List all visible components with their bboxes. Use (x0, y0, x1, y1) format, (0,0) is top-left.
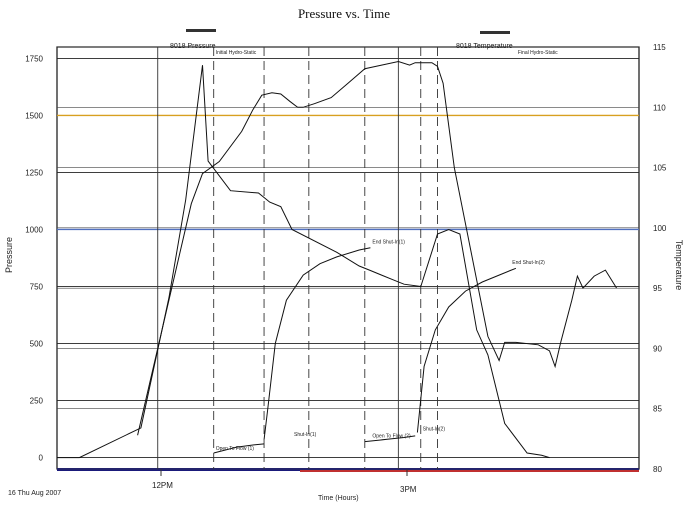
y2-tick-label-4: 100 (653, 224, 667, 233)
y-tick-label-5: 1250 (25, 168, 43, 177)
y-tick-label-7: 1750 (25, 54, 43, 63)
legend-temperature-swatch (480, 31, 510, 34)
series-line-4 (364, 435, 416, 443)
bottom-axis-bar (57, 468, 639, 471)
annotation-4: Open To Flow (2) (372, 433, 411, 439)
annotations: Initial Hydro-Static Open To Flow (1) Shut… (216, 50, 558, 452)
event-lines (157, 47, 438, 469)
y-tick-label-3: 750 (30, 283, 44, 292)
y2-tick-label-3: 95 (653, 284, 662, 293)
y-tick-label-0: 0 (39, 454, 44, 463)
y-tick-label-2: 500 (30, 340, 44, 349)
x-tick-3pm: 3PM (400, 485, 417, 494)
series-group (57, 60, 618, 459)
y2-tick-label-1: 85 (653, 405, 662, 414)
y2-tick-label-7: 115 (653, 43, 666, 52)
annotation-3: End Shut-In(1) (372, 239, 405, 245)
date-label: 16 Thu Aug 2007 (8, 490, 61, 497)
annotation-2: Shut-In(1) (294, 432, 317, 438)
y-tick-label-1: 250 (30, 397, 44, 406)
series-line-1 (137, 60, 618, 436)
series-line-0 (57, 65, 550, 459)
annotation-5: Shut-In(2) (423, 427, 446, 433)
y2-tick-label-2: 90 (653, 344, 662, 353)
annotation-7: Final Hydro-Static (518, 50, 558, 56)
series-line-5 (416, 267, 517, 433)
y2-tick-label-0: 80 (653, 465, 662, 474)
y-axis-label: Pressure (4, 237, 14, 273)
grid (57, 46, 639, 470)
annotation-6: End Shut-In(2) (512, 260, 545, 266)
bottom-axis-stripe (300, 470, 639, 472)
y-axis-ticks: 0 250 500 750 1000 1250 1500 1750 (25, 54, 43, 462)
x-axis-label: Time (Hours) (318, 495, 359, 502)
annotation-1: Open To Flow (1) (216, 446, 255, 452)
x-tick-12pm: 12PM (152, 481, 173, 490)
y2-axis-label: Temperature (674, 240, 684, 291)
annotation-0: Initial Hydro-Static (216, 50, 257, 56)
legend-pressure-swatch (186, 29, 216, 32)
series-line-3 (263, 247, 371, 440)
chart-title: Pressure vs. Time (298, 6, 390, 21)
y2-tick-label-6: 110 (653, 103, 666, 112)
y2-tick-label-5: 105 (653, 164, 667, 173)
y-tick-label-4: 1000 (25, 225, 43, 234)
series-line-2 (213, 443, 265, 454)
y-tick-label-6: 1500 (25, 111, 43, 120)
y2-axis-ticks: 80 85 90 95 100 105 110 115 (653, 43, 667, 474)
